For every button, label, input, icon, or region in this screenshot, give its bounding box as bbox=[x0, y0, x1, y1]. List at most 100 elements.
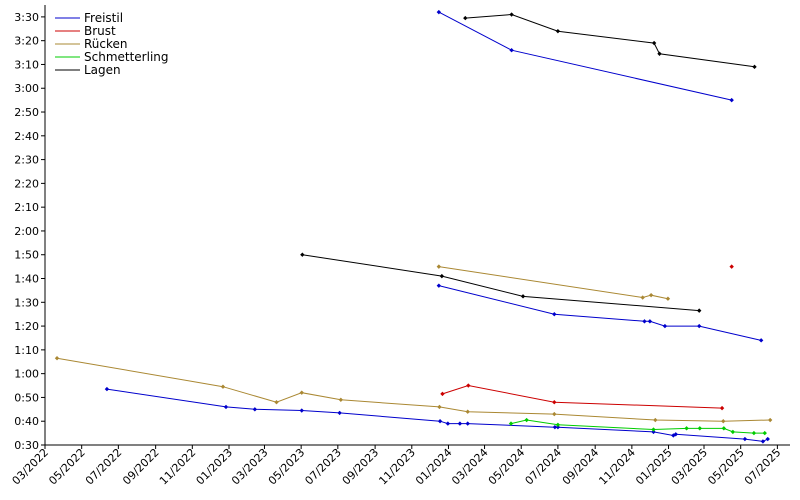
series-line bbox=[510, 419, 765, 434]
series-ruecken bbox=[54, 264, 773, 424]
data-point bbox=[223, 404, 229, 410]
data-point bbox=[463, 15, 468, 21]
data-point bbox=[767, 417, 773, 423]
data-point bbox=[439, 273, 445, 279]
y-tick-label: 1:20 bbox=[14, 320, 39, 333]
data-point bbox=[440, 391, 445, 397]
data-point bbox=[555, 422, 561, 427]
data-point bbox=[647, 319, 653, 324]
y-tick-label: 0:50 bbox=[14, 391, 39, 404]
data-point bbox=[651, 427, 656, 432]
y-tick-label: 2:10 bbox=[14, 201, 39, 214]
series-brust bbox=[440, 264, 734, 411]
data-point bbox=[648, 292, 654, 298]
y-tick-label: 2:00 bbox=[14, 225, 39, 238]
data-point bbox=[436, 9, 442, 15]
data-point bbox=[54, 355, 60, 361]
data-point bbox=[508, 421, 514, 426]
series-line bbox=[438, 266, 669, 300]
legend-label-lagen: Lagen bbox=[84, 63, 121, 77]
y-tick-label: 2:40 bbox=[14, 130, 39, 143]
series-line bbox=[302, 254, 700, 312]
data-point bbox=[653, 417, 658, 423]
data-point bbox=[274, 399, 279, 405]
data-point bbox=[662, 323, 668, 329]
y-tick-label: 3:30 bbox=[14, 11, 39, 24]
series-schmetterling bbox=[508, 417, 767, 436]
data-point bbox=[552, 411, 557, 417]
data-point bbox=[437, 419, 443, 424]
data-point bbox=[457, 421, 463, 426]
y-tick-label: 1:10 bbox=[14, 344, 39, 357]
series-line bbox=[442, 384, 723, 409]
data-point bbox=[721, 419, 726, 424]
data-point bbox=[552, 311, 557, 317]
data-point bbox=[665, 296, 671, 301]
data-point bbox=[642, 319, 647, 324]
legend-label-schmetterling: Schmetterling bbox=[84, 50, 169, 64]
data-point bbox=[465, 421, 470, 426]
data-point bbox=[730, 429, 736, 435]
y-axis: 0:30 0:40 0:50 1:00 1:10 1:20 1:30 1:40 1:50 2:00… bbox=[14, 5, 46, 452]
y-tick-label: 2:50 bbox=[14, 106, 39, 119]
data-point bbox=[651, 40, 657, 46]
data-point bbox=[300, 252, 305, 257]
legend-label-ruecken: Rücken bbox=[84, 37, 128, 51]
data-point bbox=[552, 399, 557, 405]
series-lagen bbox=[300, 12, 757, 313]
data-point bbox=[338, 397, 344, 403]
data-point bbox=[104, 386, 110, 392]
y-tick-label: 0:40 bbox=[14, 415, 39, 428]
y-tick-label: 2:20 bbox=[14, 177, 39, 190]
data-point bbox=[555, 28, 561, 34]
data-point bbox=[760, 439, 766, 444]
data-point bbox=[697, 323, 702, 329]
y-tick-label: 3:10 bbox=[14, 58, 39, 71]
data-point bbox=[758, 338, 764, 343]
data-point bbox=[729, 264, 734, 269]
legend-label-freistil: Freistil bbox=[84, 11, 123, 25]
data-point bbox=[337, 410, 342, 416]
data-point bbox=[673, 432, 678, 437]
data-point bbox=[436, 264, 442, 269]
data-point bbox=[697, 308, 702, 313]
data-point bbox=[466, 383, 471, 388]
data-point bbox=[252, 407, 258, 412]
y-tick-label: 1:00 bbox=[14, 368, 39, 381]
data-point bbox=[719, 405, 725, 411]
data-point bbox=[509, 47, 514, 53]
data-point bbox=[729, 97, 734, 103]
data-point bbox=[640, 295, 645, 300]
y-tick-label: 0:30 bbox=[14, 439, 39, 452]
data-point bbox=[721, 426, 727, 431]
data-point bbox=[684, 426, 689, 431]
y-tick-label: 1:40 bbox=[14, 273, 39, 286]
data-point bbox=[299, 408, 304, 413]
y-tick-label: 1:50 bbox=[14, 249, 39, 262]
data-point bbox=[697, 426, 703, 431]
y-tick-label: 1:30 bbox=[14, 296, 39, 309]
data-point bbox=[524, 417, 529, 423]
legend-label-brust: Brust bbox=[84, 24, 116, 38]
data-point bbox=[436, 283, 442, 288]
data-point bbox=[762, 430, 767, 436]
y-tick-label: 3:20 bbox=[14, 35, 39, 48]
y-tick-label: 2:30 bbox=[14, 154, 39, 167]
data-point bbox=[465, 409, 470, 414]
data-point bbox=[520, 294, 526, 299]
plot-series bbox=[54, 9, 773, 444]
series-freistil bbox=[104, 9, 770, 444]
data-point bbox=[751, 430, 757, 436]
data-point bbox=[552, 424, 558, 430]
data-point bbox=[445, 421, 451, 426]
series-line bbox=[465, 13, 755, 68]
data-point bbox=[509, 12, 514, 17]
data-point bbox=[742, 436, 748, 442]
data-point bbox=[555, 424, 561, 430]
data-point bbox=[437, 404, 442, 410]
y-tick-label: 3:00 bbox=[14, 82, 39, 95]
data-point bbox=[220, 384, 226, 389]
